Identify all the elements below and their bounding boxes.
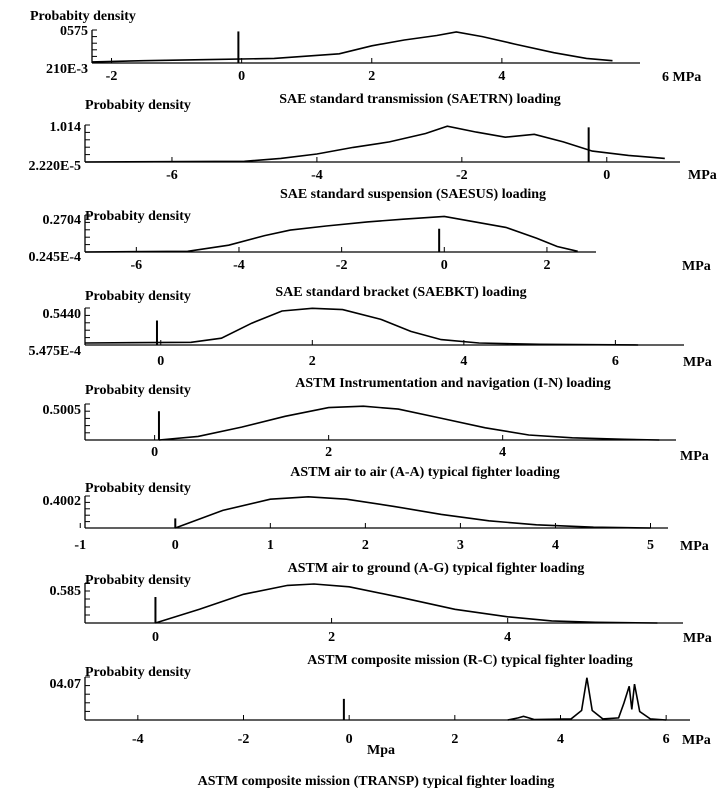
x-unit-label: MPa: [688, 168, 717, 183]
x-tick-label: 4: [552, 538, 559, 553]
x-tick-label: 0: [238, 69, 245, 84]
x-unit-label: MPa: [680, 539, 709, 554]
density-curve: [507, 677, 667, 721]
panel-title: ASTM air to ground (A-G) typical fighter…: [288, 561, 585, 576]
x-tick-label: 4: [504, 630, 511, 645]
x-tick-label: 5: [647, 538, 654, 553]
x-axis-label: Mpa: [367, 743, 395, 758]
y-axis-label: Probabity density: [85, 665, 191, 680]
x-unit-label: MPa: [680, 449, 709, 464]
x-unit-label: MPa: [683, 631, 712, 646]
x-tick-label: -4: [311, 168, 323, 183]
y-axis-label: Probabity density: [85, 481, 191, 496]
y-axis-label: Probabity density: [85, 98, 191, 113]
x-tick-label: 6: [612, 354, 619, 369]
y-min-label: 2.220E-5: [29, 159, 82, 174]
panel-title: ASTM Instrumentation and navigation (I-N…: [295, 376, 610, 391]
x-tick-label: 2: [325, 445, 332, 460]
x-tick-label: 0: [152, 630, 159, 645]
x-unit-label: MPa: [682, 259, 711, 274]
y-axis-label: Probabity density: [85, 289, 191, 304]
x-tick-label: 4: [498, 69, 505, 84]
x-tick-label: -4: [132, 732, 144, 747]
panel-title: SAE standard bracket (SAEBKT) loading: [275, 285, 526, 300]
y-axis-label: Probabity density: [30, 9, 136, 24]
y-max-label: 04.07: [50, 677, 82, 692]
panel-title: ASTM composite mission (TRANSP) typical …: [198, 774, 555, 789]
x-tick-label: 0: [441, 258, 448, 273]
x-tick-label: 0: [346, 732, 353, 747]
x-tick-label: 0: [157, 354, 164, 369]
density-curve: [155, 583, 658, 624]
x-tick-label: -2: [106, 69, 118, 84]
x-tick-label: -2: [336, 258, 348, 273]
x-unit-label: 6 MPa: [662, 70, 701, 85]
y-axis-label: Probabity density: [85, 573, 191, 588]
density-curve: [84, 125, 665, 163]
panel-title: ASTM air to air (A-A) typical fighter lo…: [290, 465, 560, 480]
panel-title: ASTM composite mission (R-C) typical fig…: [307, 653, 633, 668]
y-max-label: 1.014: [50, 120, 82, 135]
x-tick-label: -2: [238, 732, 250, 747]
y-min-label: 5.475E-4: [29, 344, 82, 359]
density-curve: [84, 215, 578, 253]
x-tick-label: 2: [309, 354, 316, 369]
density-curve: [84, 307, 639, 346]
y-axis-label: Probabity density: [85, 383, 191, 398]
y-max-label: 0.5440: [43, 307, 82, 322]
x-tick-label: 6: [663, 732, 670, 747]
y-axis-label: Probabity density: [85, 209, 191, 224]
x-tick-label: 2: [362, 538, 369, 553]
x-tick-label: 1: [267, 538, 274, 553]
x-tick-label: 0: [172, 538, 179, 553]
y-min-label: 210E-3: [46, 62, 88, 77]
x-tick-label: 2: [368, 69, 375, 84]
panel-title: SAE standard transmission (SAETRN) loadi…: [279, 92, 561, 107]
y-max-label: 0.585: [50, 584, 82, 599]
x-tick-label: 2: [451, 732, 458, 747]
x-tick-label: 4: [460, 354, 467, 369]
density-curve: [158, 405, 660, 441]
density-curve: [91, 31, 613, 63]
x-unit-label: MPa: [682, 733, 711, 748]
x-tick-label: -1: [74, 538, 86, 553]
x-unit-label: MPa: [683, 355, 712, 370]
x-tick-label: 0: [603, 168, 610, 183]
x-tick-label: 3: [457, 538, 464, 553]
y-max-label: 0.5005: [43, 403, 82, 418]
x-tick-label: 2: [543, 258, 550, 273]
x-tick-label: -2: [456, 168, 468, 183]
x-tick-label: 0: [151, 445, 158, 460]
x-tick-label: 4: [499, 445, 506, 460]
y-max-label: 0575: [60, 24, 88, 39]
x-tick-label: -6: [130, 258, 142, 273]
y-min-label: 0.245E-4: [29, 250, 82, 265]
x-tick-label: 2: [328, 630, 335, 645]
x-tick-label: -4: [233, 258, 245, 273]
x-tick-label: 4: [557, 732, 564, 747]
x-tick-label: -6: [166, 168, 178, 183]
panel-title: SAE standard suspension (SAESUS) loading: [280, 187, 546, 202]
y-max-label: 0.2704: [43, 213, 82, 228]
y-max-label: 0.4002: [43, 494, 82, 509]
density-curve: [175, 495, 651, 529]
